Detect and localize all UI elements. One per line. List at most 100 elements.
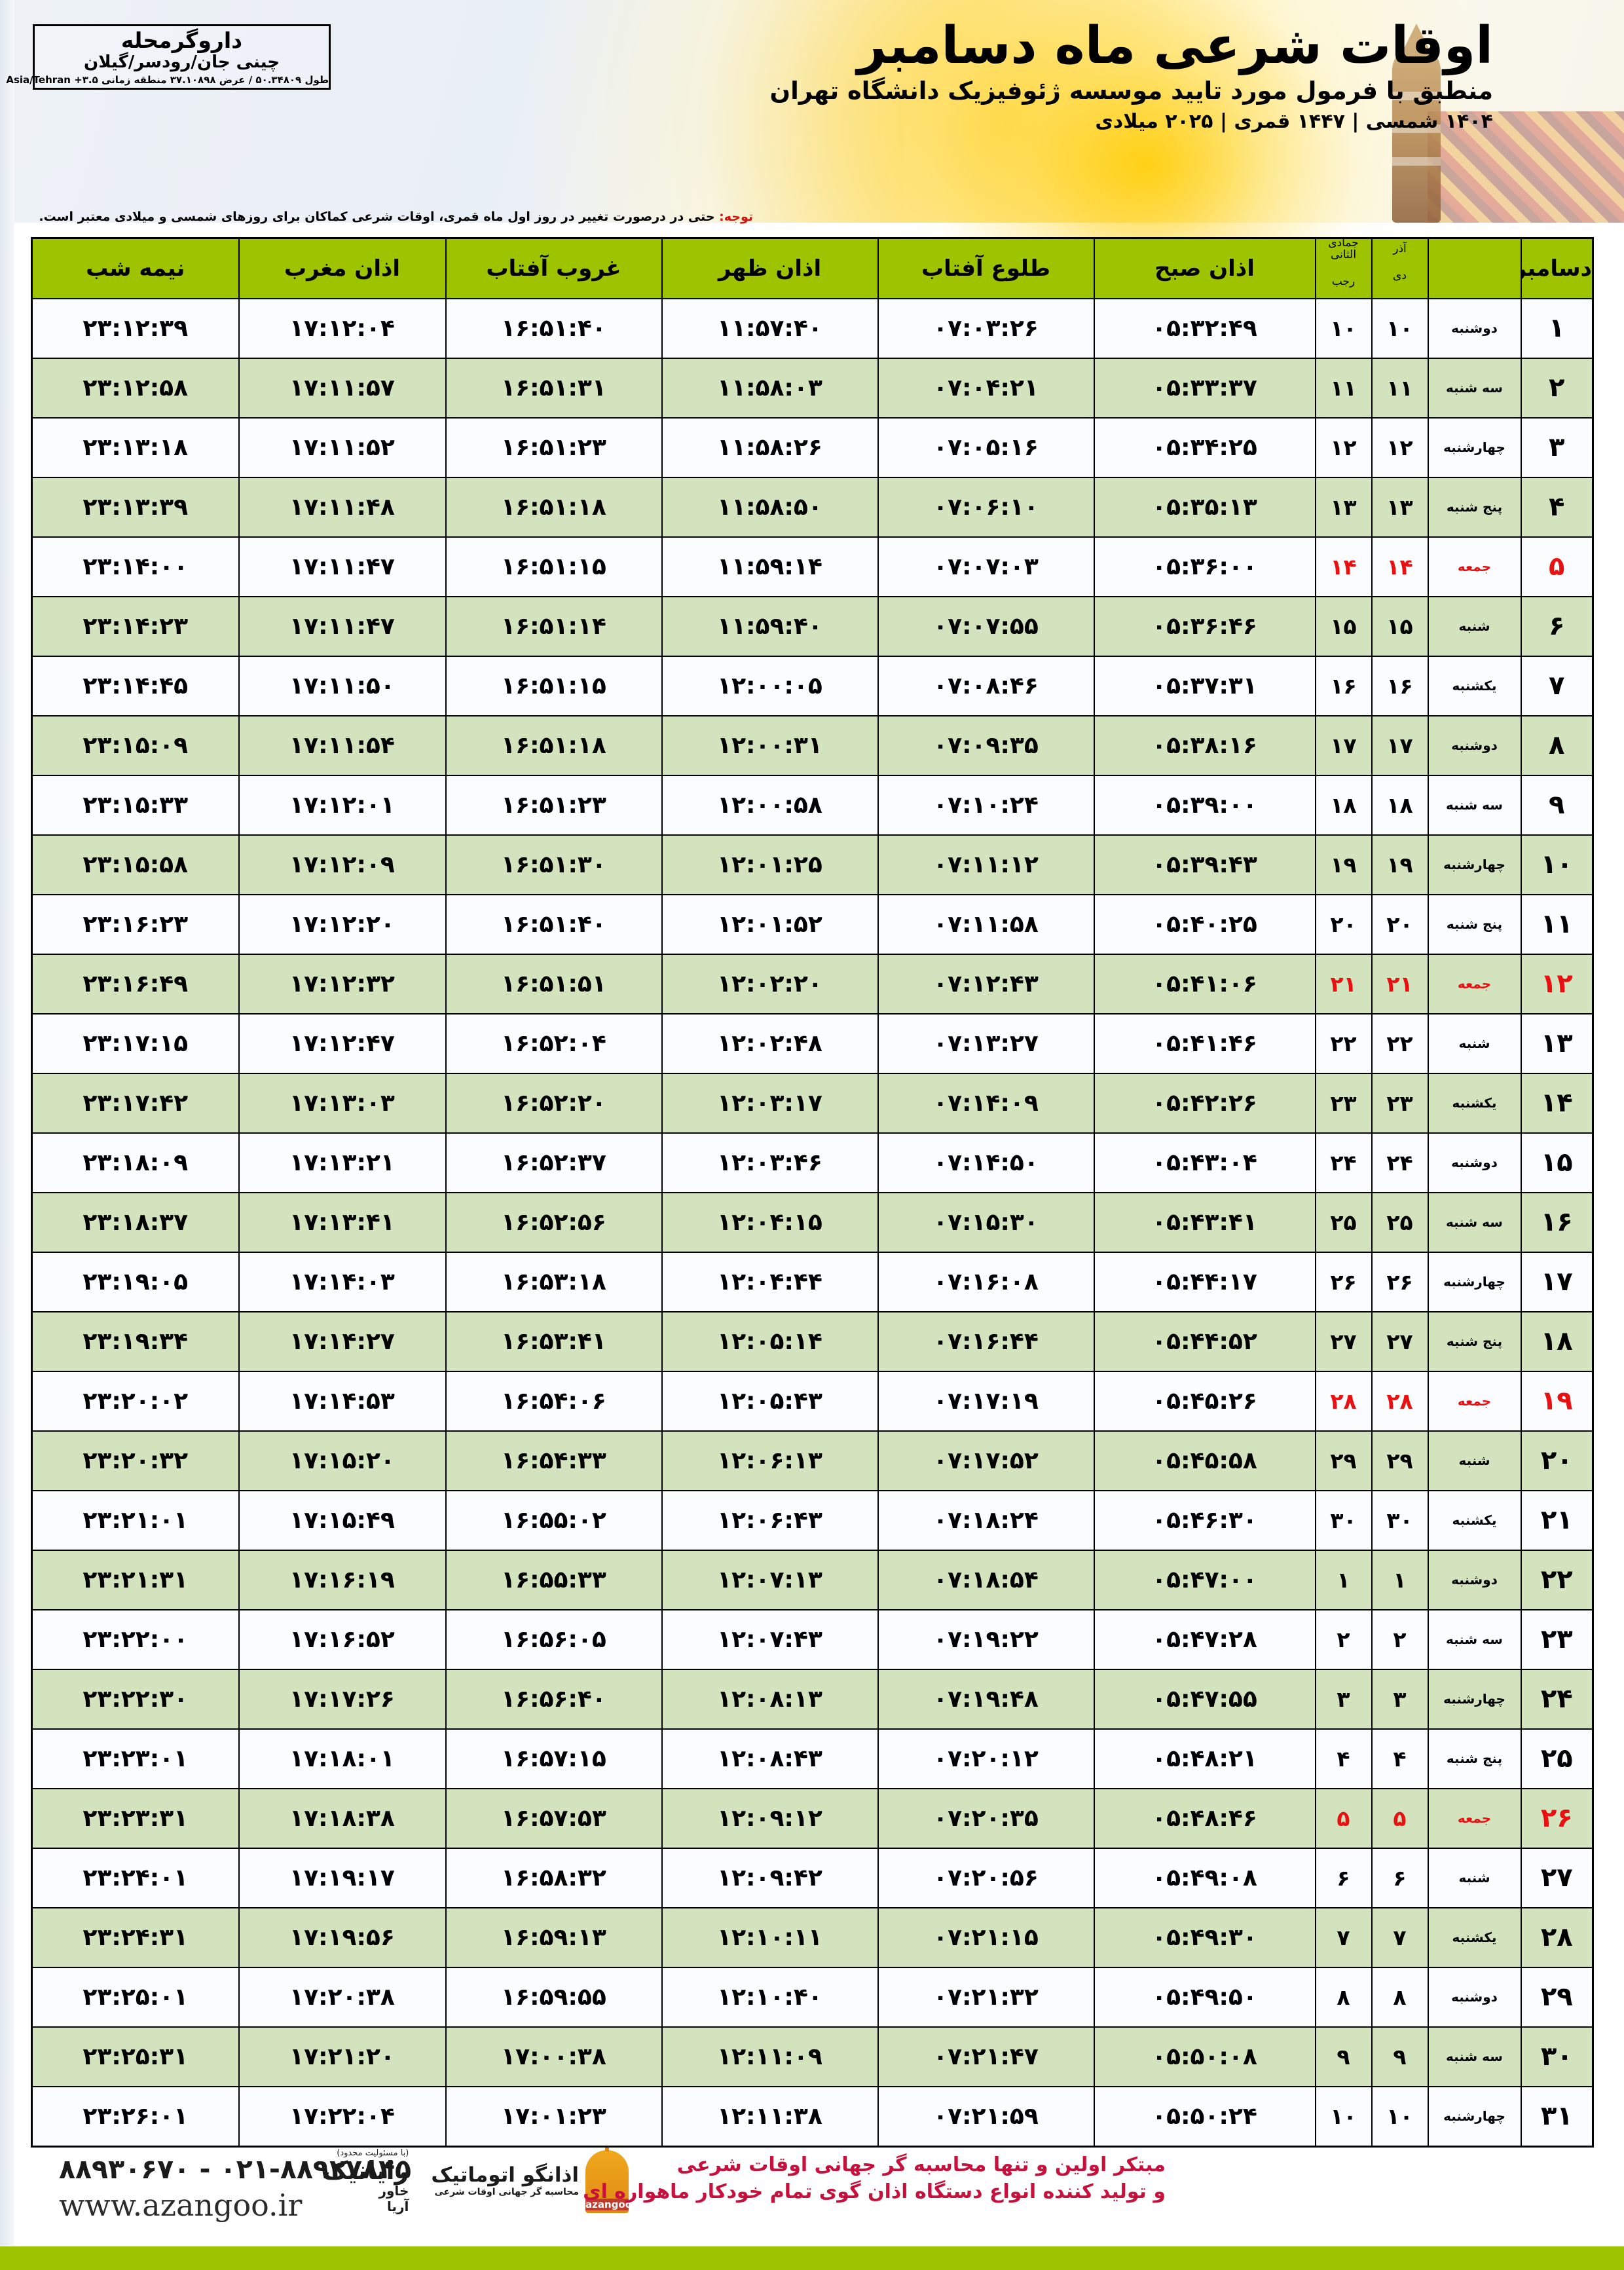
cell-sunset: ۱۶:۵۱:۴۰ — [445, 297, 663, 359]
cell-solar-day: ۲۴ — [1371, 1132, 1429, 1193]
cell-weekday: شنبه — [1427, 1013, 1522, 1074]
cell-midnight: ۲۳:۲۶:۰۱ — [31, 2085, 240, 2147]
cell-fajr: ۰۵:۴۱:۴۶ — [1093, 1013, 1316, 1074]
cell-maghrib: ۱۷:۱۳:۲۱ — [238, 1132, 447, 1193]
cell-weekday: جمعه — [1427, 953, 1522, 1014]
cell-midnight: ۲۳:۲۵:۳۱ — [31, 2026, 240, 2087]
cell-lunar-day: ۱۱ — [1314, 357, 1373, 419]
cell-sunset: ۱۶:۵۲:۰۴ — [445, 1013, 663, 1074]
cell-day-number: ۲۴ — [1520, 1668, 1594, 1730]
cell-dhuhr: ۱۲:۰۴:۱۵ — [661, 1191, 879, 1253]
partner-logos: azangoo اذانگو اتوماتیک محاسبه گر جهانی … — [322, 2148, 632, 2214]
cell-sunrise: ۰۷:۲۱:۴۷ — [877, 2026, 1095, 2087]
cell-day-number: ۲۳ — [1520, 1609, 1594, 1670]
cell-weekday: دوشنبه — [1427, 715, 1522, 776]
azangoo-logo: azangoo اذانگو اتوماتیک محاسبه گر جهانی … — [431, 2149, 632, 2213]
cell-dhuhr: ۱۲:۰۵:۱۴ — [661, 1311, 879, 1372]
cell-maghrib: ۱۷:۱۲:۰۴ — [238, 297, 447, 359]
cell-sunset: ۱۶:۵۳:۴۱ — [445, 1311, 663, 1372]
footer-website[interactable]: www.azangoo.ir — [59, 2187, 303, 2223]
cell-solar-day: ۱۹ — [1371, 834, 1429, 895]
table-body: ۱ دوشنبه ۱۰ ۱۰ ۰۵:۳۲:۴۹ ۰۷:۰۳:۲۶ ۱۱:۵۷:۴۰ ۱۶:۵۱… — [31, 297, 1594, 2147]
cell-fajr: ۰۵:۳۷:۳۱ — [1093, 655, 1316, 716]
column-header-fajr: اذان صبح — [1093, 237, 1316, 299]
cell-day-number: ۱۹ — [1520, 1370, 1594, 1432]
cell-dhuhr: ۱۲:۰۶:۱۳ — [661, 1430, 879, 1491]
cell-sunrise: ۰۷:۰۴:۲۱ — [877, 357, 1095, 419]
cell-sunrise: ۰۷:۲۰:۱۲ — [877, 1728, 1095, 1789]
table-row: ۳ چهارشنبه ۱۲ ۱۲ ۰۵:۳۴:۲۵ ۰۷:۰۵:۱۶ ۱۱:۵۸:۲۶ ۱۶:… — [31, 417, 1594, 478]
cell-maghrib: ۱۷:۱۲:۰۱ — [238, 774, 447, 836]
cell-weekday: سه شنبه — [1427, 1609, 1522, 1670]
rayanic-tiny-label: (با مسئولیت محدود) — [337, 2148, 409, 2158]
cell-day-number: ۱۲ — [1520, 953, 1594, 1014]
solar-month-top: آذر — [1393, 242, 1407, 256]
location-path: چینی جان/رودسر/گیلان — [84, 52, 280, 72]
cell-fajr: ۰۵:۳۴:۲۵ — [1093, 417, 1316, 478]
cell-sunset: ۱۶:۵۵:۳۳ — [445, 1549, 663, 1610]
cell-maghrib: ۱۷:۱۵:۴۹ — [238, 1489, 447, 1551]
cell-sunrise: ۰۷:۱۶:۰۸ — [877, 1251, 1095, 1312]
cell-weekday: پنج شنبه — [1427, 476, 1522, 538]
cell-lunar-day: ۲۱ — [1314, 953, 1373, 1014]
cell-maghrib: ۱۷:۱۱:۴۸ — [238, 476, 447, 538]
cell-maghrib: ۱۷:۱۴:۲۷ — [238, 1311, 447, 1372]
cell-midnight: ۲۳:۱۷:۴۲ — [31, 1072, 240, 1134]
table-row: ۵ جمعه ۱۴ ۱۴ ۰۵:۳۶:۰۰ ۰۷:۰۷:۰۳ ۱۱:۵۹:۱۴ ۱۶:۵۱:۱… — [31, 536, 1594, 597]
cell-fajr: ۰۵:۴۰:۲۵ — [1093, 893, 1316, 955]
cell-sunset: ۱۶:۵۷:۵۳ — [445, 1787, 663, 1849]
cell-fajr: ۰۵:۴۹:۰۸ — [1093, 1847, 1316, 1908]
cell-lunar-day: ۹ — [1314, 2026, 1373, 2087]
cell-solar-day: ۷ — [1371, 1907, 1429, 1968]
cell-day-number: ۲۱ — [1520, 1489, 1594, 1551]
cell-lunar-day: ۲۹ — [1314, 1430, 1373, 1491]
table-row: ۶ شنبه ۱۵ ۱۵ ۰۵:۳۶:۴۶ ۰۷:۰۷:۵۵ ۱۱:۵۹:۴۰ ۱۶:۵۱:۱… — [31, 595, 1594, 657]
cell-sunset: ۱۶:۵۴:۳۳ — [445, 1430, 663, 1491]
cell-solar-day: ۲۹ — [1371, 1430, 1429, 1491]
cell-solar-day: ۴ — [1371, 1728, 1429, 1789]
cell-fajr: ۰۵:۴۱:۰۶ — [1093, 953, 1316, 1014]
cell-midnight: ۲۳:۲۳:۳۱ — [31, 1787, 240, 1849]
cell-fajr: ۰۵:۴۹:۵۰ — [1093, 1966, 1316, 2028]
footer-slogan: مبتکر اولین و تنها محاسبه گر جهانی اوقات… — [583, 2152, 1166, 2205]
cell-sunset: ۱۷:۰۰:۳۸ — [445, 2026, 663, 2087]
cell-dhuhr: ۱۲:۱۱:۰۹ — [661, 2026, 879, 2087]
column-header-december: دسامبر — [1513, 237, 1594, 299]
table-row: ۱۶ سه شنبه ۲۵ ۲۵ ۰۵:۴۳:۴۱ ۰۷:۱۵:۳۰ ۱۲:۰۴:۱۵ ۱۶:… — [31, 1191, 1594, 1253]
column-header-december-label: دسامبر — [1513, 255, 1592, 282]
prayer-times-table-wrap: دسامبر آذر دی جمادی الثانی رجب اذان صبح … — [31, 236, 1594, 2148]
cell-solar-day: ۲۱ — [1371, 953, 1429, 1014]
cell-weekday: یکشنبه — [1427, 1489, 1522, 1551]
cell-sunset: ۱۶:۵۲:۳۷ — [445, 1132, 663, 1193]
table-row: ۲۷ شنبه ۶ ۶ ۰۵:۴۹:۰۸ ۰۷:۲۰:۵۶ ۱۲:۰۹:۴۲ ۱۶:۵۸:۳۲… — [31, 1847, 1594, 1908]
cell-sunrise: ۰۷:۱۳:۲۷ — [877, 1013, 1095, 1074]
cell-sunset: ۱۶:۵۱:۲۳ — [445, 774, 663, 836]
cell-weekday: یکشنبه — [1427, 655, 1522, 716]
note-text: حتی در درصورت تغییر در روز اول ماه قمری،… — [39, 210, 720, 224]
year-line: ۱۴۰۴ شمسی | ۱۴۴۷ قمری | ۲۰۲۵ میلادی — [1095, 110, 1493, 134]
cell-sunrise: ۰۷:۰۳:۲۶ — [877, 297, 1095, 359]
cell-sunset: ۱۶:۵۶:۰۵ — [445, 1609, 663, 1670]
cell-day-number: ۲۵ — [1520, 1728, 1594, 1789]
table-row: ۱۸ پنج شنبه ۲۷ ۲۷ ۰۵:۴۴:۵۲ ۰۷:۱۶:۴۴ ۱۲:۰۵:۱۴ ۱۶… — [31, 1311, 1594, 1372]
cell-fajr: ۰۵:۳۶:۴۶ — [1093, 595, 1316, 657]
cell-solar-day: ۱۴ — [1371, 536, 1429, 597]
cell-sunset: ۱۶:۵۶:۴۰ — [445, 1668, 663, 1730]
cell-sunset: ۱۶:۵۷:۱۵ — [445, 1728, 663, 1789]
column-header-midnight: نیمه شب — [31, 237, 240, 299]
cell-fajr: ۰۵:۴۳:۴۱ — [1093, 1191, 1316, 1253]
cell-lunar-day: ۱۸ — [1314, 774, 1373, 836]
cell-lunar-day: ۲ — [1314, 1609, 1373, 1670]
cell-solar-day: ۱۵ — [1371, 595, 1429, 657]
cell-weekday: دوشنبه — [1427, 1132, 1522, 1193]
table-row: ۱۵ دوشنبه ۲۴ ۲۴ ۰۵:۴۳:۰۴ ۰۷:۱۴:۵۰ ۱۲:۰۳:۴۶ ۱۶:۵… — [31, 1132, 1594, 1193]
cell-weekday: شنبه — [1427, 1847, 1522, 1908]
cell-dhuhr: ۱۱:۵۷:۴۰ — [661, 297, 879, 359]
cell-fajr: ۰۵:۳۵:۱۳ — [1093, 476, 1316, 538]
cell-weekday: یکشنبه — [1427, 1072, 1522, 1134]
cell-dhuhr: ۱۲:۰۰:۰۵ — [661, 655, 879, 716]
cell-maghrib: ۱۷:۱۲:۳۲ — [238, 953, 447, 1014]
cell-dhuhr: ۱۲:۰۹:۴۲ — [661, 1847, 879, 1908]
cell-solar-day: ۱۸ — [1371, 774, 1429, 836]
cell-lunar-day: ۱۲ — [1314, 417, 1373, 478]
